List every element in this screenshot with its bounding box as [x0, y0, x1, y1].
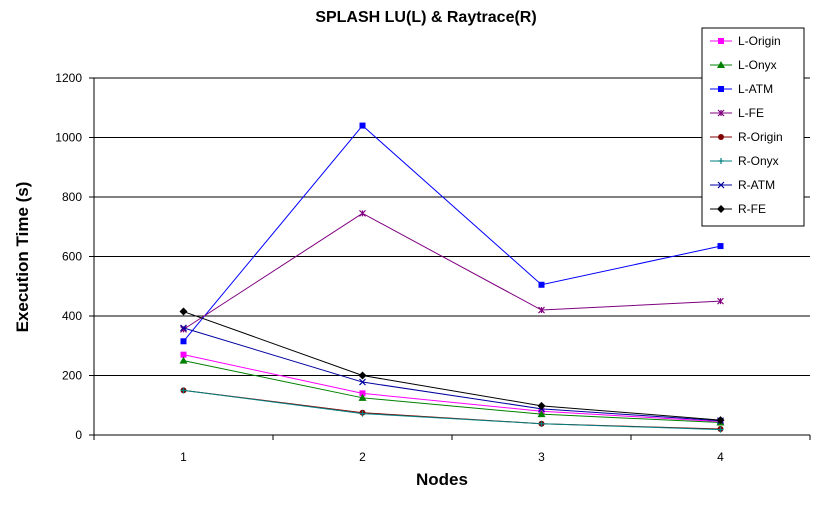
legend-item: R-FE: [710, 202, 766, 216]
series-r-onyx: [180, 387, 724, 433]
data-point: [538, 281, 545, 288]
series-r-fe: [179, 307, 725, 425]
data-point: [358, 371, 367, 380]
data-point: [538, 306, 545, 314]
data-point: [180, 387, 187, 394]
axes: 0 200 400 600 800 1000 1200 1 2 3 4: [55, 71, 811, 464]
legend-marker: [717, 61, 725, 68]
y-tick-label: 600: [62, 250, 82, 264]
series-line: [183, 389, 721, 431]
chart-title: SPLASH LU(L) & Raytrace(R): [315, 9, 536, 26]
legend-item: L-FE: [710, 106, 764, 120]
y-tick-label: 800: [62, 190, 82, 204]
x-tick-label: 2: [359, 450, 366, 464]
y-axis-title: Execution Time (s): [13, 182, 32, 333]
data-point: [717, 297, 724, 305]
data-point: [537, 401, 546, 410]
legend-label: L-FE: [738, 106, 764, 120]
x-tick-label: 4: [717, 450, 724, 464]
series-r-origin: [180, 387, 724, 433]
legend-item: R-Origin: [710, 130, 783, 144]
data-point: [180, 338, 187, 345]
legend-item: R-ATM: [710, 178, 775, 192]
legend-label: L-ATM: [738, 82, 773, 96]
legend-item: L-Onyx: [710, 58, 777, 72]
data-point: [359, 378, 366, 386]
data-point: [359, 122, 366, 129]
data-point: [717, 426, 724, 433]
series-line: [183, 124, 721, 342]
legend-marker: [717, 109, 725, 117]
legend-label: R-FE: [738, 202, 766, 216]
legend-marker: [718, 134, 724, 140]
series-line: [183, 360, 721, 424]
legend-item: L-ATM: [710, 82, 773, 96]
data-point: [359, 209, 366, 217]
legend-label: R-Origin: [738, 130, 783, 144]
y-tick-label: 1000: [55, 131, 82, 145]
legend-marker: [718, 38, 724, 44]
legend: L-Origin L-Onyx L-ATM L-FE R-Origin R-Onyx R-A…: [701, 27, 805, 227]
legend-marker: [717, 205, 725, 213]
legend-label: L-Onyx: [738, 58, 777, 72]
data-point: [359, 390, 366, 397]
data-point: [717, 243, 724, 250]
x-tick-label: 1: [180, 450, 187, 464]
series-line: [183, 212, 721, 330]
series-line: [183, 327, 721, 422]
legend-marker: [718, 86, 724, 92]
legend-label: R-Onyx: [738, 154, 779, 168]
series-line: [183, 389, 721, 430]
series-line: [183, 354, 721, 423]
series-line: [183, 311, 721, 421]
series-l-fe: [180, 209, 724, 333]
y-tick-label: 1200: [55, 71, 82, 85]
data-point: [359, 410, 366, 417]
y-tick-label: 200: [62, 369, 82, 383]
legend-item: L-Origin: [710, 34, 781, 48]
legend-box: [701, 27, 805, 227]
data-point: [538, 420, 545, 427]
gridlines: [94, 77, 810, 376]
x-axis-title: Nodes: [416, 470, 468, 489]
data-point: [180, 324, 187, 332]
data-point: [179, 356, 188, 364]
legend-label: L-Origin: [738, 34, 781, 48]
y-tick-label: 400: [62, 309, 82, 323]
data-point: [180, 351, 187, 358]
legend-marker: [718, 158, 724, 164]
data-point: [716, 416, 725, 425]
data-point: [179, 307, 188, 316]
legend-item: R-Onyx: [710, 154, 779, 168]
y-tick-label: 0: [75, 428, 82, 442]
legend-label: R-ATM: [738, 178, 775, 192]
series-layer: [179, 122, 725, 433]
x-tick-label: 3: [538, 450, 545, 464]
data-point: [537, 410, 546, 418]
series-l-atm: [180, 122, 724, 345]
data-point: [358, 393, 367, 401]
legend-marker: [717, 181, 725, 189]
